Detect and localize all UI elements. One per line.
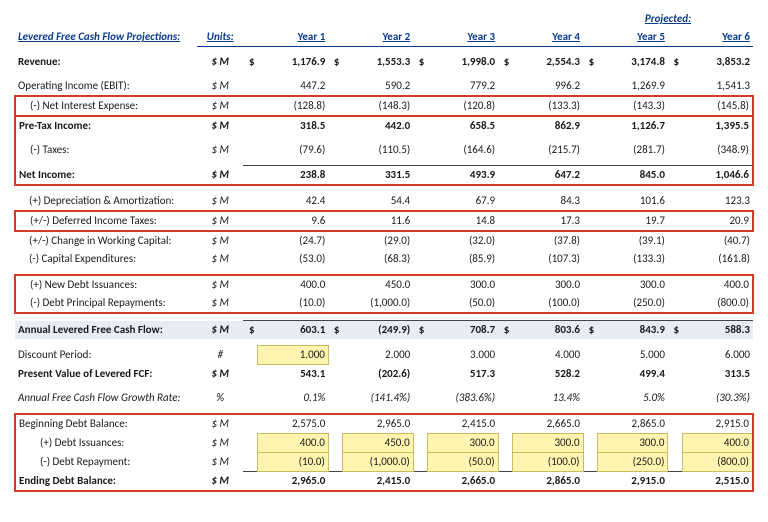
capex-row: (-) Capital Expenditures: $ M (53.0) (68… [15, 250, 753, 268]
pvfcf-row: Present Value of Levered FCF: $ M 543.1 … [15, 365, 753, 384]
discount-period-row: Discount Period: # 1.000 2.000 3.000 4.0… [15, 346, 753, 365]
lfcf-row: Annual Levered Free Cash Flow: $ M $603.… [15, 321, 753, 340]
newdebt-row: (+) New Debt Issuances: $ M 400.0 450.0 … [15, 275, 753, 294]
year-header: Year 6 [682, 28, 753, 47]
debtiss-row: (+) Debt Issuances: $ M 400.0 450.0 300.… [15, 434, 753, 453]
year-header: Year 4 [512, 28, 583, 47]
projected-row: Projected: [15, 10, 753, 28]
deftax-row: (+/-) Deferred Income Taxes: $ M 9.6 11.… [15, 211, 753, 231]
year-header: Year 5 [597, 28, 668, 47]
taxes-row: (-) Taxes: $ M (79.6) (110.5) (164.6) (2… [15, 141, 753, 159]
units-header: Units: [197, 28, 244, 47]
table-title: Levered Free Cash Flow Projections: [15, 28, 197, 47]
year-header: Year 1 [258, 28, 329, 47]
ebit-row: Operating Income (EBIT): $ M 447.2 590.2… [15, 77, 753, 96]
year-header: Year 3 [427, 28, 498, 47]
year-header: Year 2 [342, 28, 413, 47]
enddebt-row: Ending Debt Balance: $ M 2,965.0 2,415.0… [15, 472, 753, 492]
pretax-row: Pre-Tax Income: $ M 318.5 442.0 658.5 86… [15, 116, 753, 135]
begdebt-row: Beginning Debt Balance: $ M 2,575.0 2,96… [15, 414, 753, 434]
netincome-row: Net Income: $ M 238.8 331.5 493.9 647.2 … [15, 166, 753, 186]
wc-row: (+/-) Change in Working Capital: $ M (24… [15, 231, 753, 250]
revenue-row: Revenue: $ M $1,176.9 $1,553.3 $1,998.0 … [15, 53, 753, 71]
projected-label: Projected: [583, 10, 753, 28]
interest-expense-row: (-) Net Interest Expense: $ M (128.8) (1… [15, 96, 753, 116]
debtrep-row: (-) Debt Repayment: $ M (10.0) (1,000.0)… [15, 453, 753, 472]
header-row: Levered Free Cash Flow Projections: Unit… [15, 28, 753, 47]
da-row: (+) Depreciation & Amortization: $ M 42.… [15, 192, 753, 211]
fcf-table: Projected: Levered Free Cash Flow Projec… [14, 10, 754, 492]
growth-row: Annual Free Cash Flow Growth Rate: % 0.1… [15, 389, 753, 407]
repay-row: (-) Debt Principal Repayments: $ M (10.0… [15, 294, 753, 313]
